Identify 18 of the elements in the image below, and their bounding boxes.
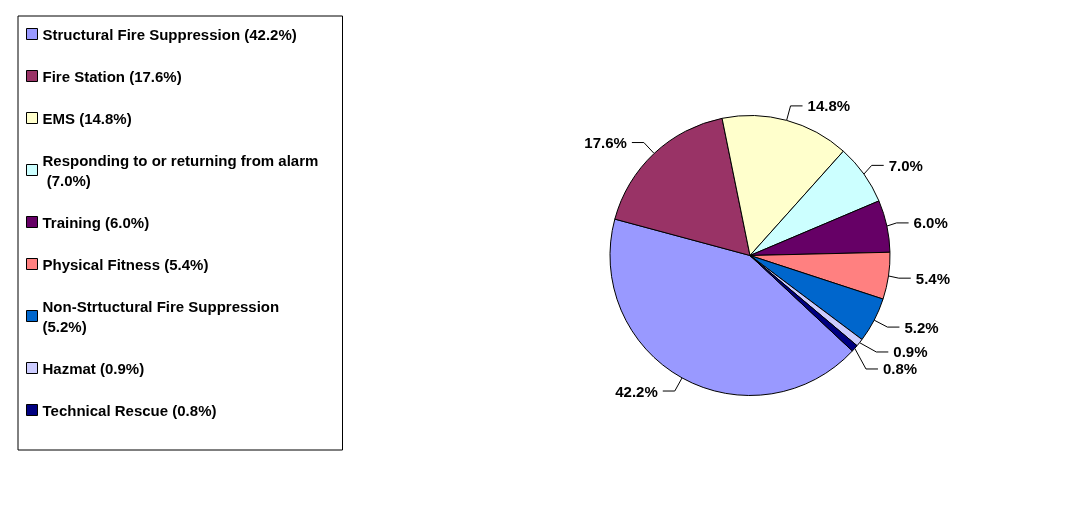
- data-label: 5.2%: [904, 318, 939, 336]
- legend-label: Technical Rescue (0.8%): [42, 401, 217, 419]
- data-label: 5.4%: [915, 269, 950, 287]
- legend-label: Responding to or returning from alarm (7.0%): [42, 151, 319, 189]
- legend-label: Physical Fitness (5.4%): [42, 255, 209, 273]
- data-label: 17.6%: [584, 134, 627, 152]
- legend-label: Structural Fire Suppression (42.2%): [42, 25, 297, 43]
- data-label: 0.9%: [893, 343, 928, 361]
- legend-label: Hazmat (0.9%): [42, 359, 145, 377]
- legend-label: Fire Station (17.6%): [42, 67, 182, 85]
- legend-label: Training (6.0%): [42, 213, 150, 231]
- data-label: 6.0%: [913, 214, 948, 232]
- legend-label: EMS (14.8%): [42, 109, 132, 127]
- data-label: 42.2%: [615, 382, 658, 400]
- data-label: 7.0%: [888, 156, 923, 174]
- data-label: 0.8%: [882, 360, 918, 378]
- data-label: 14.8%: [807, 97, 851, 115]
- legend-label: Non-Strtuctural Fire Suppression (5.2%): [42, 297, 284, 335]
